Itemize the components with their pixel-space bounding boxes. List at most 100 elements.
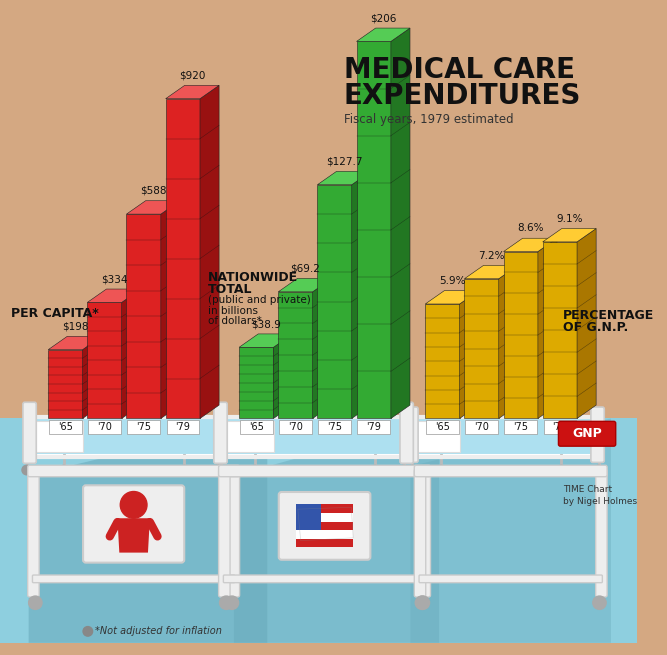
Polygon shape (464, 265, 518, 279)
Circle shape (219, 596, 233, 609)
Text: 8.6%: 8.6% (517, 223, 544, 233)
Polygon shape (577, 229, 596, 419)
Polygon shape (33, 421, 83, 452)
Polygon shape (239, 334, 293, 347)
Circle shape (83, 627, 93, 636)
Text: $38.9: $38.9 (251, 319, 281, 329)
Text: EXPENDITURES: EXPENDITURES (344, 83, 581, 111)
Bar (296, 504, 354, 513)
Polygon shape (317, 185, 352, 419)
Circle shape (408, 465, 417, 475)
Polygon shape (165, 99, 200, 419)
Text: '70: '70 (97, 422, 112, 432)
Text: $920: $920 (179, 71, 205, 81)
Text: $206: $206 (370, 13, 396, 24)
Text: $127.7: $127.7 (326, 157, 362, 166)
Polygon shape (410, 419, 611, 643)
Polygon shape (278, 278, 331, 292)
FancyBboxPatch shape (23, 402, 36, 463)
Circle shape (59, 465, 69, 475)
Polygon shape (0, 419, 637, 643)
Bar (296, 530, 354, 539)
Text: '79: '79 (366, 422, 381, 432)
Polygon shape (408, 419, 595, 455)
Text: PER CAPITA*: PER CAPITA* (11, 307, 99, 320)
Circle shape (120, 491, 147, 518)
Text: '79: '79 (175, 422, 190, 432)
Polygon shape (543, 242, 577, 419)
Circle shape (250, 465, 259, 475)
FancyBboxPatch shape (558, 421, 616, 446)
Text: '75: '75 (327, 422, 342, 432)
Circle shape (399, 465, 409, 475)
Text: 5.9%: 5.9% (439, 276, 466, 286)
FancyBboxPatch shape (127, 421, 160, 434)
Polygon shape (357, 41, 391, 419)
FancyBboxPatch shape (219, 465, 430, 477)
Polygon shape (87, 303, 121, 419)
Polygon shape (117, 518, 150, 553)
Polygon shape (87, 289, 141, 303)
Polygon shape (460, 291, 479, 419)
FancyBboxPatch shape (28, 469, 39, 597)
FancyBboxPatch shape (214, 407, 227, 462)
Circle shape (370, 465, 380, 475)
Polygon shape (464, 279, 499, 419)
Polygon shape (357, 28, 410, 41)
FancyBboxPatch shape (504, 421, 537, 434)
Polygon shape (127, 214, 161, 419)
FancyBboxPatch shape (28, 465, 239, 477)
Polygon shape (48, 350, 83, 419)
FancyBboxPatch shape (591, 407, 604, 462)
Polygon shape (273, 334, 293, 419)
Circle shape (416, 596, 429, 609)
Circle shape (593, 596, 606, 609)
Text: $588: $588 (140, 186, 167, 196)
Text: '75: '75 (513, 422, 528, 432)
Circle shape (594, 465, 603, 475)
Text: *Not adjusted for inflation: *Not adjusted for inflation (95, 626, 222, 636)
FancyBboxPatch shape (318, 421, 351, 434)
Bar (296, 539, 354, 548)
Text: 7.2%: 7.2% (478, 251, 504, 261)
Text: TIME Chart
by Nigel Holmes: TIME Chart by Nigel Holmes (563, 485, 638, 506)
FancyBboxPatch shape (240, 421, 273, 434)
Text: 9.1%: 9.1% (556, 214, 583, 224)
Text: OF G.N.P.: OF G.N.P. (563, 321, 628, 334)
FancyBboxPatch shape (223, 575, 426, 583)
Bar (296, 504, 321, 530)
FancyBboxPatch shape (419, 575, 602, 583)
FancyBboxPatch shape (466, 421, 498, 434)
Polygon shape (165, 85, 219, 99)
FancyBboxPatch shape (426, 421, 459, 434)
Text: '65: '65 (58, 422, 73, 432)
Polygon shape (29, 419, 267, 643)
FancyBboxPatch shape (219, 469, 230, 597)
Text: NATIONWIDE: NATIONWIDE (208, 271, 298, 284)
Text: Fiscal years, 1979 estimated: Fiscal years, 1979 estimated (344, 113, 514, 126)
Text: '70: '70 (288, 422, 303, 432)
Circle shape (436, 465, 446, 475)
Polygon shape (31, 419, 217, 455)
Text: '65: '65 (249, 422, 263, 432)
Circle shape (225, 596, 239, 609)
Polygon shape (538, 238, 557, 419)
FancyBboxPatch shape (414, 465, 607, 477)
FancyBboxPatch shape (358, 421, 390, 434)
Polygon shape (504, 252, 538, 419)
Circle shape (29, 596, 42, 609)
Text: '70: '70 (474, 422, 489, 432)
Polygon shape (543, 229, 596, 242)
Polygon shape (48, 336, 101, 350)
Text: '65: '65 (435, 422, 450, 432)
Text: in billions: in billions (208, 306, 258, 316)
Text: '75: '75 (136, 422, 151, 432)
FancyBboxPatch shape (419, 469, 430, 597)
Circle shape (22, 465, 31, 475)
Bar (296, 521, 354, 530)
Text: '79: '79 (552, 422, 568, 432)
FancyBboxPatch shape (279, 492, 370, 560)
Polygon shape (200, 85, 219, 419)
Text: GNP: GNP (572, 427, 602, 440)
Polygon shape (127, 200, 180, 214)
